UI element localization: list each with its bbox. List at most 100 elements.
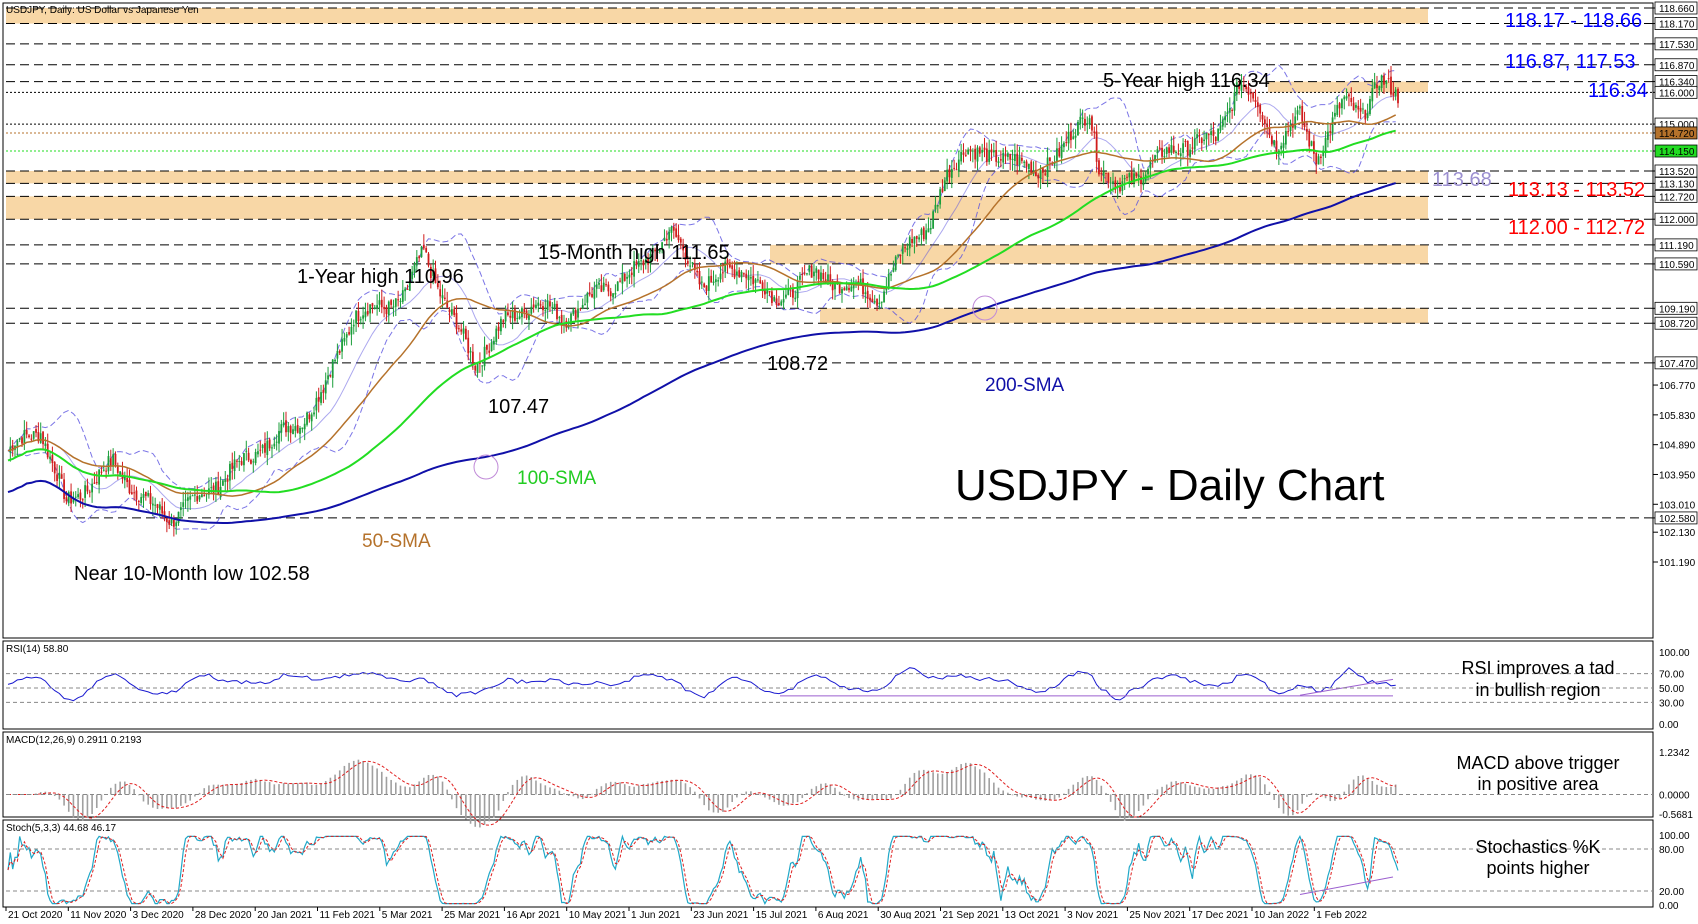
candle-body xyxy=(878,303,880,304)
candle-body xyxy=(1168,147,1170,153)
candle-body xyxy=(675,228,677,236)
macd-bar xyxy=(59,794,61,799)
candle-body xyxy=(542,306,544,310)
macd-bar xyxy=(147,794,149,804)
candle-body xyxy=(584,304,586,305)
candle-body xyxy=(593,289,595,298)
candle-body xyxy=(308,414,310,419)
candle-body xyxy=(1182,143,1184,153)
macd-bar xyxy=(1180,782,1182,794)
macd-bar xyxy=(1381,786,1383,794)
candle-body xyxy=(972,151,974,152)
candle-body xyxy=(1002,153,1004,163)
candle-body xyxy=(1021,158,1023,161)
price-label: 107.470 xyxy=(1659,359,1696,370)
candle-body xyxy=(1271,136,1273,144)
candle-body xyxy=(89,492,91,493)
candle-body xyxy=(909,237,911,248)
candle-body xyxy=(1072,136,1074,139)
price-label: 117.530 xyxy=(1659,40,1695,51)
candle-body xyxy=(213,485,215,493)
candle-body xyxy=(1374,82,1376,88)
candle-body xyxy=(189,496,191,499)
candle-body xyxy=(540,304,542,305)
macd-bar xyxy=(423,778,425,795)
candle-body xyxy=(1325,138,1327,153)
candle-body xyxy=(862,278,864,294)
candle-body xyxy=(1135,173,1137,177)
price-label: 102.580 xyxy=(1659,514,1696,525)
macd-bar xyxy=(1110,794,1112,801)
candle-body xyxy=(1047,158,1049,177)
rsi-title: RSI(14) 58.80 xyxy=(6,644,69,655)
date-label: 15 Jul 2021 xyxy=(756,910,808,919)
candle-body xyxy=(937,205,939,207)
candle-body xyxy=(871,299,873,302)
macd-bar xyxy=(1353,780,1355,795)
macd-bar xyxy=(400,786,402,795)
candle-body xyxy=(1126,177,1128,178)
candle-body xyxy=(477,363,479,373)
candle-body xyxy=(143,494,145,498)
price-label: 106.770 xyxy=(1659,381,1696,392)
candle-body xyxy=(297,425,299,433)
candle-body xyxy=(1187,141,1189,156)
candle-body xyxy=(252,461,254,462)
candle-body xyxy=(699,271,701,284)
candle-body xyxy=(1369,99,1371,114)
macd-bar xyxy=(918,770,920,794)
candle-body xyxy=(1070,132,1072,141)
rsi-axis-label: 100.00 xyxy=(1659,648,1690,659)
bollinger-bands xyxy=(8,65,1396,529)
candle-body xyxy=(453,309,455,315)
macd-bar xyxy=(1241,778,1243,794)
candle-body xyxy=(1362,109,1364,110)
macd-bar xyxy=(456,794,458,808)
candle-body xyxy=(960,152,962,161)
candle-body xyxy=(1000,159,1002,160)
candle-body xyxy=(895,257,897,270)
candle-body xyxy=(91,484,93,493)
candle-body xyxy=(921,229,923,235)
candle-body xyxy=(1147,169,1149,174)
price-label: 112.720 xyxy=(1659,192,1695,203)
macd-bar xyxy=(1259,777,1261,794)
candle-body xyxy=(1075,136,1077,138)
candle-body xyxy=(402,290,404,302)
candle-body xyxy=(1009,154,1011,160)
macd-bar xyxy=(157,794,159,809)
candle-body xyxy=(1149,162,1151,169)
candle-body xyxy=(1156,149,1158,153)
candle-body xyxy=(1166,147,1168,154)
macd-bar xyxy=(624,784,626,794)
candle-body xyxy=(481,365,483,366)
price-label: 114.720 xyxy=(1659,129,1695,140)
candle-body xyxy=(1044,174,1046,175)
candle-body xyxy=(196,496,198,501)
candle-body xyxy=(229,464,231,481)
candle-body xyxy=(556,304,558,319)
label-low-108: 108.72 xyxy=(767,353,828,375)
candle-body xyxy=(1103,171,1105,176)
macd-bar xyxy=(535,781,537,795)
price-label: 102.130 xyxy=(1659,528,1696,539)
candle-body xyxy=(472,352,474,366)
candle-body xyxy=(264,443,266,453)
candle-body xyxy=(351,327,353,335)
macd-bar xyxy=(1376,785,1378,795)
macd-bar xyxy=(306,782,308,794)
candle-body xyxy=(544,310,546,311)
candle-body xyxy=(1128,173,1130,177)
macd-bar xyxy=(166,794,168,808)
macd-bar xyxy=(591,794,593,795)
candle-body xyxy=(575,310,577,319)
candle-body xyxy=(61,474,63,478)
macd-bar xyxy=(914,773,916,795)
candle-body xyxy=(1199,135,1201,136)
macd-bar xyxy=(745,792,747,795)
label-high-1y: 1-Year high 110.96 xyxy=(297,266,464,288)
macd-bar xyxy=(1208,788,1210,794)
candle-body xyxy=(222,480,224,485)
label-sma50: 50-SMA xyxy=(362,531,431,552)
